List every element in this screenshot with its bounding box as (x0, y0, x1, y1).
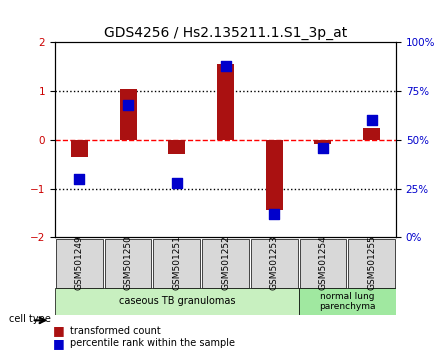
Bar (120, 89, 136, 140)
Point (125, 102, 132, 108)
Text: GSM501250: GSM501250 (124, 235, 132, 290)
FancyBboxPatch shape (55, 288, 299, 315)
FancyBboxPatch shape (202, 239, 249, 288)
Bar (71, 140, 88, 157)
Bar (168, 140, 185, 154)
Text: GSM501252: GSM501252 (221, 235, 230, 290)
Bar (217, 64, 234, 140)
FancyBboxPatch shape (56, 239, 103, 288)
Text: ■: ■ (53, 337, 65, 350)
Text: percentile rank within the sample: percentile rank within the sample (70, 338, 235, 348)
Title: GDS4256 / Hs2.135211.1.S1_3p_at: GDS4256 / Hs2.135211.1.S1_3p_at (104, 26, 347, 40)
FancyBboxPatch shape (251, 239, 297, 288)
FancyBboxPatch shape (348, 239, 395, 288)
FancyBboxPatch shape (300, 239, 346, 288)
Text: GSM501253: GSM501253 (270, 235, 279, 290)
Text: caseous TB granulomas: caseous TB granulomas (118, 296, 235, 307)
Bar (266, 140, 283, 210)
Text: cell type: cell type (9, 314, 51, 324)
Text: GSM501254: GSM501254 (319, 235, 327, 290)
Point (271, 211, 278, 217)
FancyBboxPatch shape (105, 239, 151, 288)
Bar (315, 140, 331, 144)
Point (319, 145, 326, 150)
Point (368, 118, 375, 123)
Text: transformed count: transformed count (70, 326, 161, 336)
Bar (363, 128, 380, 140)
FancyBboxPatch shape (299, 288, 396, 315)
Text: ■: ■ (53, 325, 65, 337)
Text: GSM501249: GSM501249 (75, 235, 84, 290)
Text: normal lung
parenchyma: normal lung parenchyma (319, 292, 375, 311)
Text: GSM501251: GSM501251 (172, 235, 181, 290)
FancyBboxPatch shape (154, 239, 200, 288)
Text: GSM501255: GSM501255 (367, 235, 376, 290)
Point (222, 63, 229, 69)
Point (76, 176, 83, 182)
Point (173, 180, 180, 185)
